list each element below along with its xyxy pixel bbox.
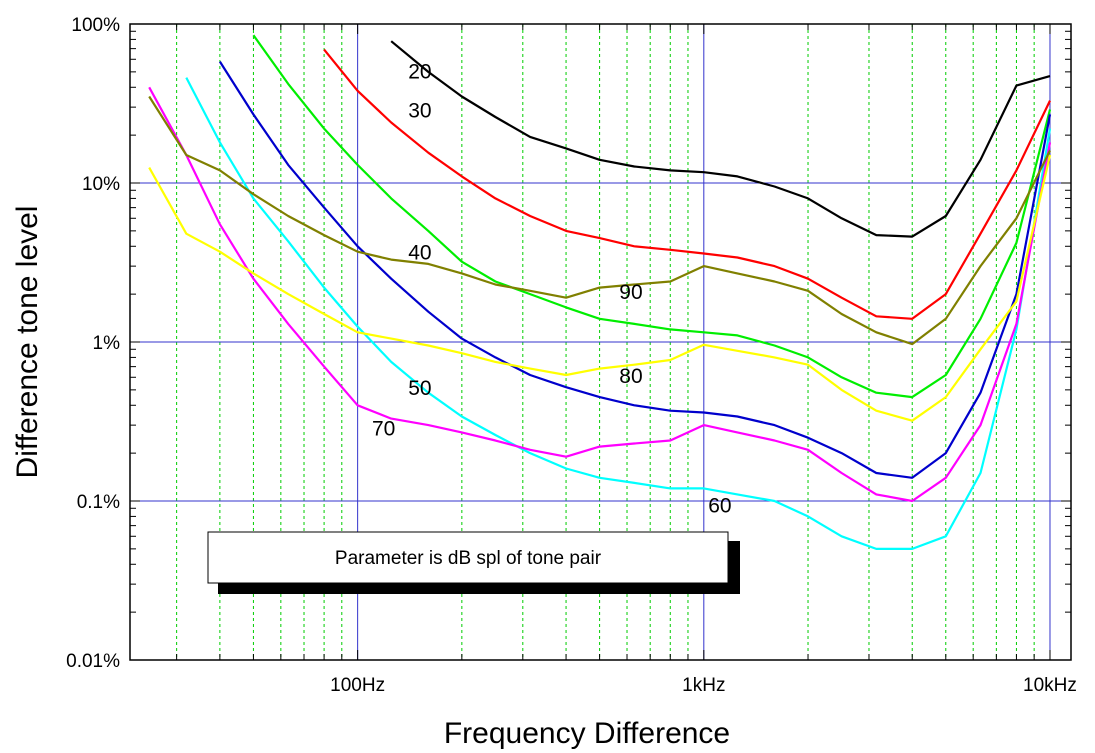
- series-label-30: 30: [408, 99, 431, 122]
- series-label-50: 50: [408, 377, 431, 400]
- x-tick-labels: 100Hz 1kHz 10kHz: [330, 675, 1077, 696]
- y-tick-label: 0.1%: [77, 492, 120, 513]
- series-label-80: 80: [619, 365, 642, 388]
- series-line-70: [148, 86, 1052, 503]
- y-tick-label: 0.01%: [66, 651, 120, 672]
- series-label-90: 90: [619, 281, 642, 304]
- y-tick-label: 10%: [82, 174, 120, 195]
- y-axis-title: Difference tone level: [11, 206, 44, 479]
- series-label-70: 70: [372, 417, 395, 440]
- series-lines: [148, 34, 1052, 551]
- x-axis-title: Frequency Difference: [444, 717, 730, 750]
- series-line-80: [148, 154, 1052, 422]
- series-label-20: 20: [408, 60, 431, 83]
- series-line-60: [185, 77, 1052, 551]
- series-line-30: [323, 48, 1051, 320]
- series-line-50: [218, 61, 1052, 479]
- series-label-40: 40: [408, 242, 431, 265]
- series-line-20: [390, 40, 1051, 238]
- annotation-text: Parameter is dB spl of tone pair: [335, 548, 602, 569]
- series-line-40: [252, 34, 1052, 399]
- x-tick-label: 10kHz: [1023, 675, 1077, 696]
- x-tick-label: 100Hz: [330, 675, 385, 696]
- axis-ticks: [130, 24, 1071, 660]
- y-tick-label: 1%: [93, 333, 121, 354]
- x-tick-label: 1kHz: [682, 675, 725, 696]
- series-labels: 20 30 40 50 60 70 80 90: [372, 60, 732, 517]
- series-label-60: 60: [708, 495, 731, 518]
- annotation-box: Parameter is dB spl of tone pair: [207, 531, 740, 594]
- series-line-90: [148, 95, 1051, 346]
- y-tick-label: 100%: [71, 15, 120, 36]
- y-tick-labels: 100% 10% 1% 0.1% 0.01%: [66, 15, 120, 672]
